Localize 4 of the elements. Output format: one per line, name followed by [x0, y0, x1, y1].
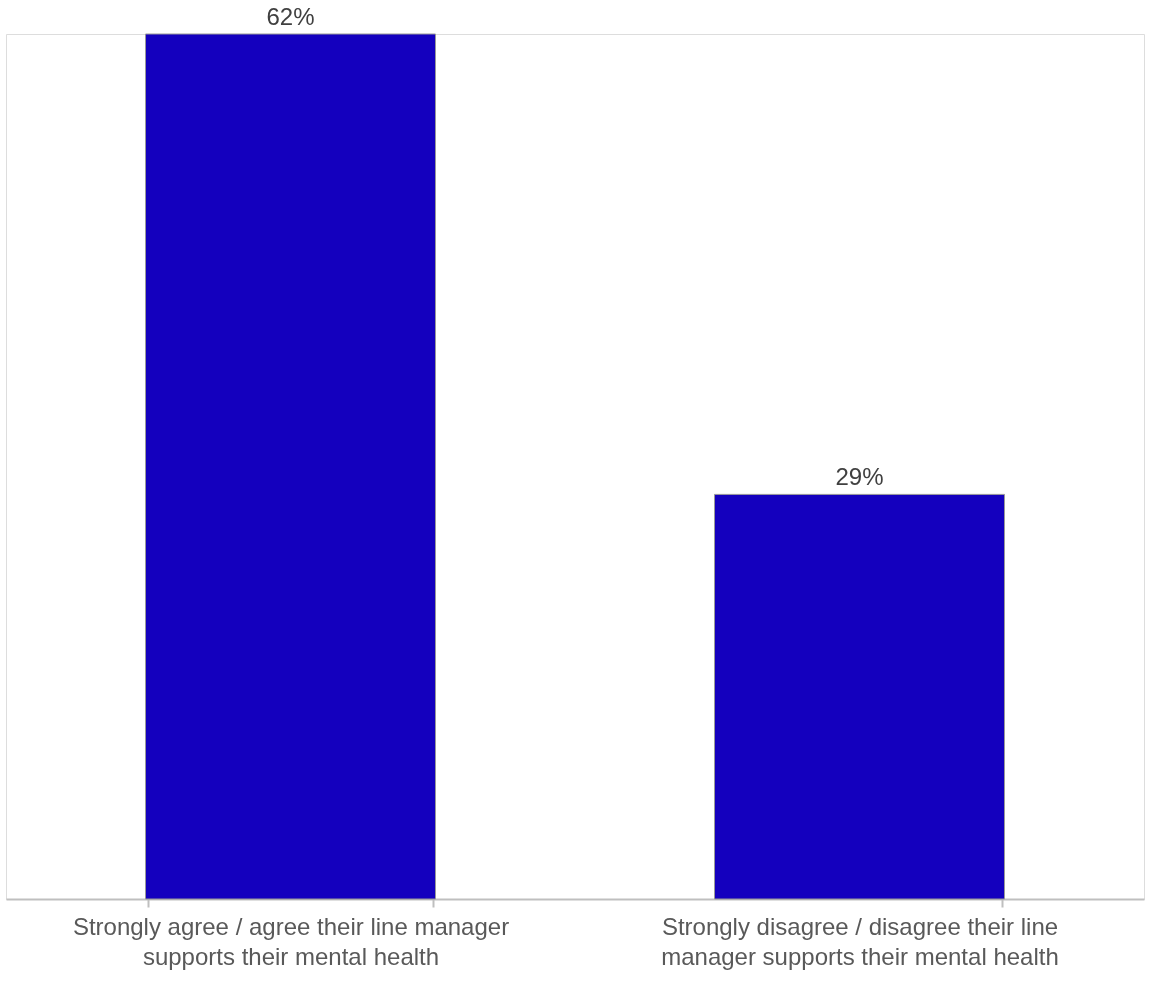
x-tick-label: Strongly disagree / disagree their line manager supports their mental health — [661, 912, 1059, 970]
x-tick-label: Strongly agree / agree their line manager supports their mental health — [72, 912, 510, 970]
data-label: 29% — [835, 463, 884, 491]
data-label: 62% — [266, 3, 315, 30]
